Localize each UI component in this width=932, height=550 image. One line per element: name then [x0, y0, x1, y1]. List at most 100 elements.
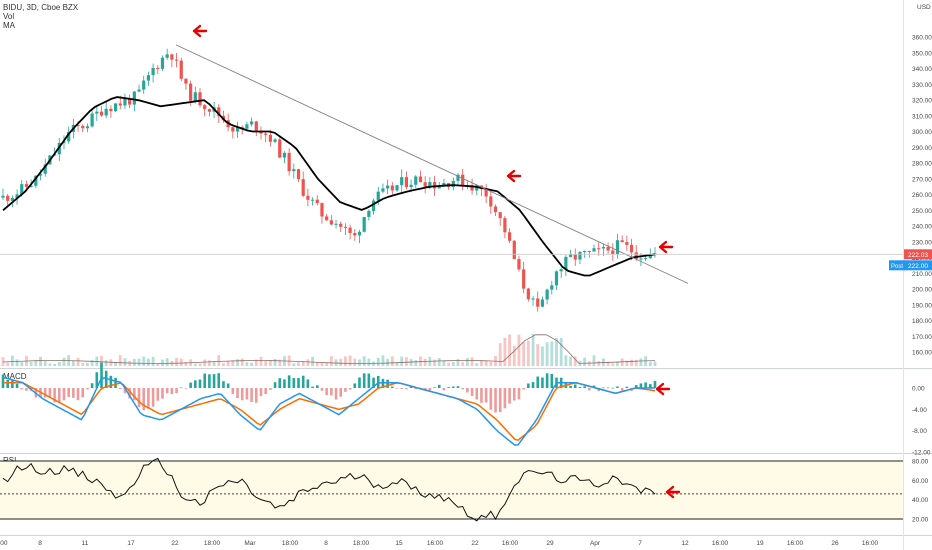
rsi-line — [2, 457, 656, 522]
macd-histogram-bar — [494, 388, 497, 413]
macd-histogram-bar — [67, 388, 70, 397]
macd-histogram-bar — [644, 382, 647, 388]
macd-histogram-bar — [118, 388, 122, 389]
price-tick-label: 320.00 — [912, 98, 932, 105]
macd-histogram-bar — [11, 380, 14, 388]
volume-bar — [409, 359, 413, 366]
annotation-arrow — [658, 240, 674, 254]
macd-line — [2, 376, 655, 446]
macd-histogram-bar — [372, 377, 375, 388]
volume-bar — [648, 361, 652, 366]
macd-histogram-bar — [114, 377, 117, 388]
volume-bar — [193, 363, 197, 366]
macd-histogram-bar — [231, 388, 235, 394]
macd-histogram-bar — [236, 388, 239, 399]
time-tick-label: 16:00 — [712, 540, 729, 547]
volume-bar — [329, 356, 333, 366]
candle-body — [639, 258, 643, 260]
macd-histogram-bar — [43, 388, 47, 398]
macd-histogram-bar — [367, 373, 371, 388]
candle-body — [367, 210, 371, 217]
volume-bar — [390, 356, 394, 366]
macd-histogram-bar — [508, 388, 511, 404]
price-tick-label: 190.00 — [912, 302, 932, 309]
volume-bar — [376, 357, 380, 366]
candle-body — [254, 121, 258, 131]
signal-line — [3, 381, 656, 442]
volume-bar — [583, 357, 587, 366]
volume-bar — [226, 360, 230, 366]
volume-bar — [156, 363, 160, 366]
candle-body — [371, 200, 376, 211]
volume-bar — [245, 361, 249, 366]
macd-histogram-bar — [264, 388, 267, 395]
candle-body — [273, 139, 277, 142]
candle-body — [179, 60, 183, 79]
macd-histogram-bar — [339, 388, 343, 397]
post-price-label: 222.00 — [908, 263, 928, 270]
macd-histogram-bar — [170, 388, 174, 395]
arrow-icon — [192, 24, 208, 38]
time-tick-label: 7 — [638, 540, 642, 547]
price-tick-label: 340.00 — [912, 66, 932, 73]
ma-line — [2, 96, 656, 277]
macd-histogram-bar — [269, 388, 272, 390]
macd-tick-label: -8.00 — [912, 428, 927, 435]
candle-body — [512, 240, 516, 260]
macd-histogram-bar — [456, 386, 460, 388]
trend-line — [175, 44, 689, 284]
candle-body — [634, 252, 638, 260]
macd-histogram-bar — [245, 388, 249, 400]
candle-body — [184, 78, 188, 84]
macd-histogram-bar — [602, 387, 605, 389]
candle-body — [531, 298, 535, 300]
volume-bar — [442, 360, 446, 366]
macd-histogram-bar — [320, 388, 324, 391]
macd-histogram-bar — [583, 386, 586, 388]
candle-body — [564, 256, 568, 270]
macd-histogram-bar — [569, 385, 572, 388]
candle-body — [137, 89, 141, 92]
candle-body — [99, 111, 104, 116]
candle-body — [20, 184, 24, 195]
candle-body — [34, 175, 38, 186]
vol-label: Vol — [3, 12, 15, 21]
candle-body — [456, 174, 460, 181]
price-tick-label: 160.00 — [912, 350, 932, 357]
volume-bar — [404, 357, 408, 366]
candle-body — [601, 246, 606, 249]
time-tick-label: 18:00 — [204, 540, 221, 547]
legend: BIDU, 3D, Cboe BZX Vol MA — [3, 3, 78, 30]
candle-body — [592, 248, 596, 252]
volume-bar — [344, 356, 347, 366]
volume-bar — [423, 358, 427, 366]
volume-bar — [123, 358, 127, 366]
volume-bar — [339, 358, 343, 366]
candle-body — [287, 152, 291, 172]
macd-histogram-bar — [527, 383, 530, 388]
candle-body — [606, 246, 610, 251]
candle-body — [554, 271, 559, 286]
volume-bar — [48, 363, 52, 366]
volume-bar — [104, 360, 108, 366]
volume-bar — [231, 360, 235, 366]
annotation-arrow — [655, 382, 671, 396]
macd-histogram-bar — [76, 388, 80, 401]
macd-histogram-bar — [208, 374, 211, 388]
candle-body — [203, 105, 207, 110]
volume-bar — [10, 355, 14, 366]
volume-bar — [161, 359, 164, 366]
price-tick-label: 310.00 — [912, 113, 932, 120]
candle-body — [231, 127, 235, 132]
last-price-tag — [904, 249, 932, 260]
macd-histogram-bar — [578, 386, 582, 388]
volume-bar — [395, 362, 399, 366]
macd-histogram-bar — [344, 388, 347, 392]
candle-body — [278, 139, 282, 158]
macd-histogram-bar — [405, 388, 408, 390]
price-tick-label: 280.00 — [912, 161, 932, 168]
volume-bar — [147, 358, 150, 366]
volume-bar — [451, 361, 455, 366]
macd-histogram-bar — [447, 387, 450, 388]
